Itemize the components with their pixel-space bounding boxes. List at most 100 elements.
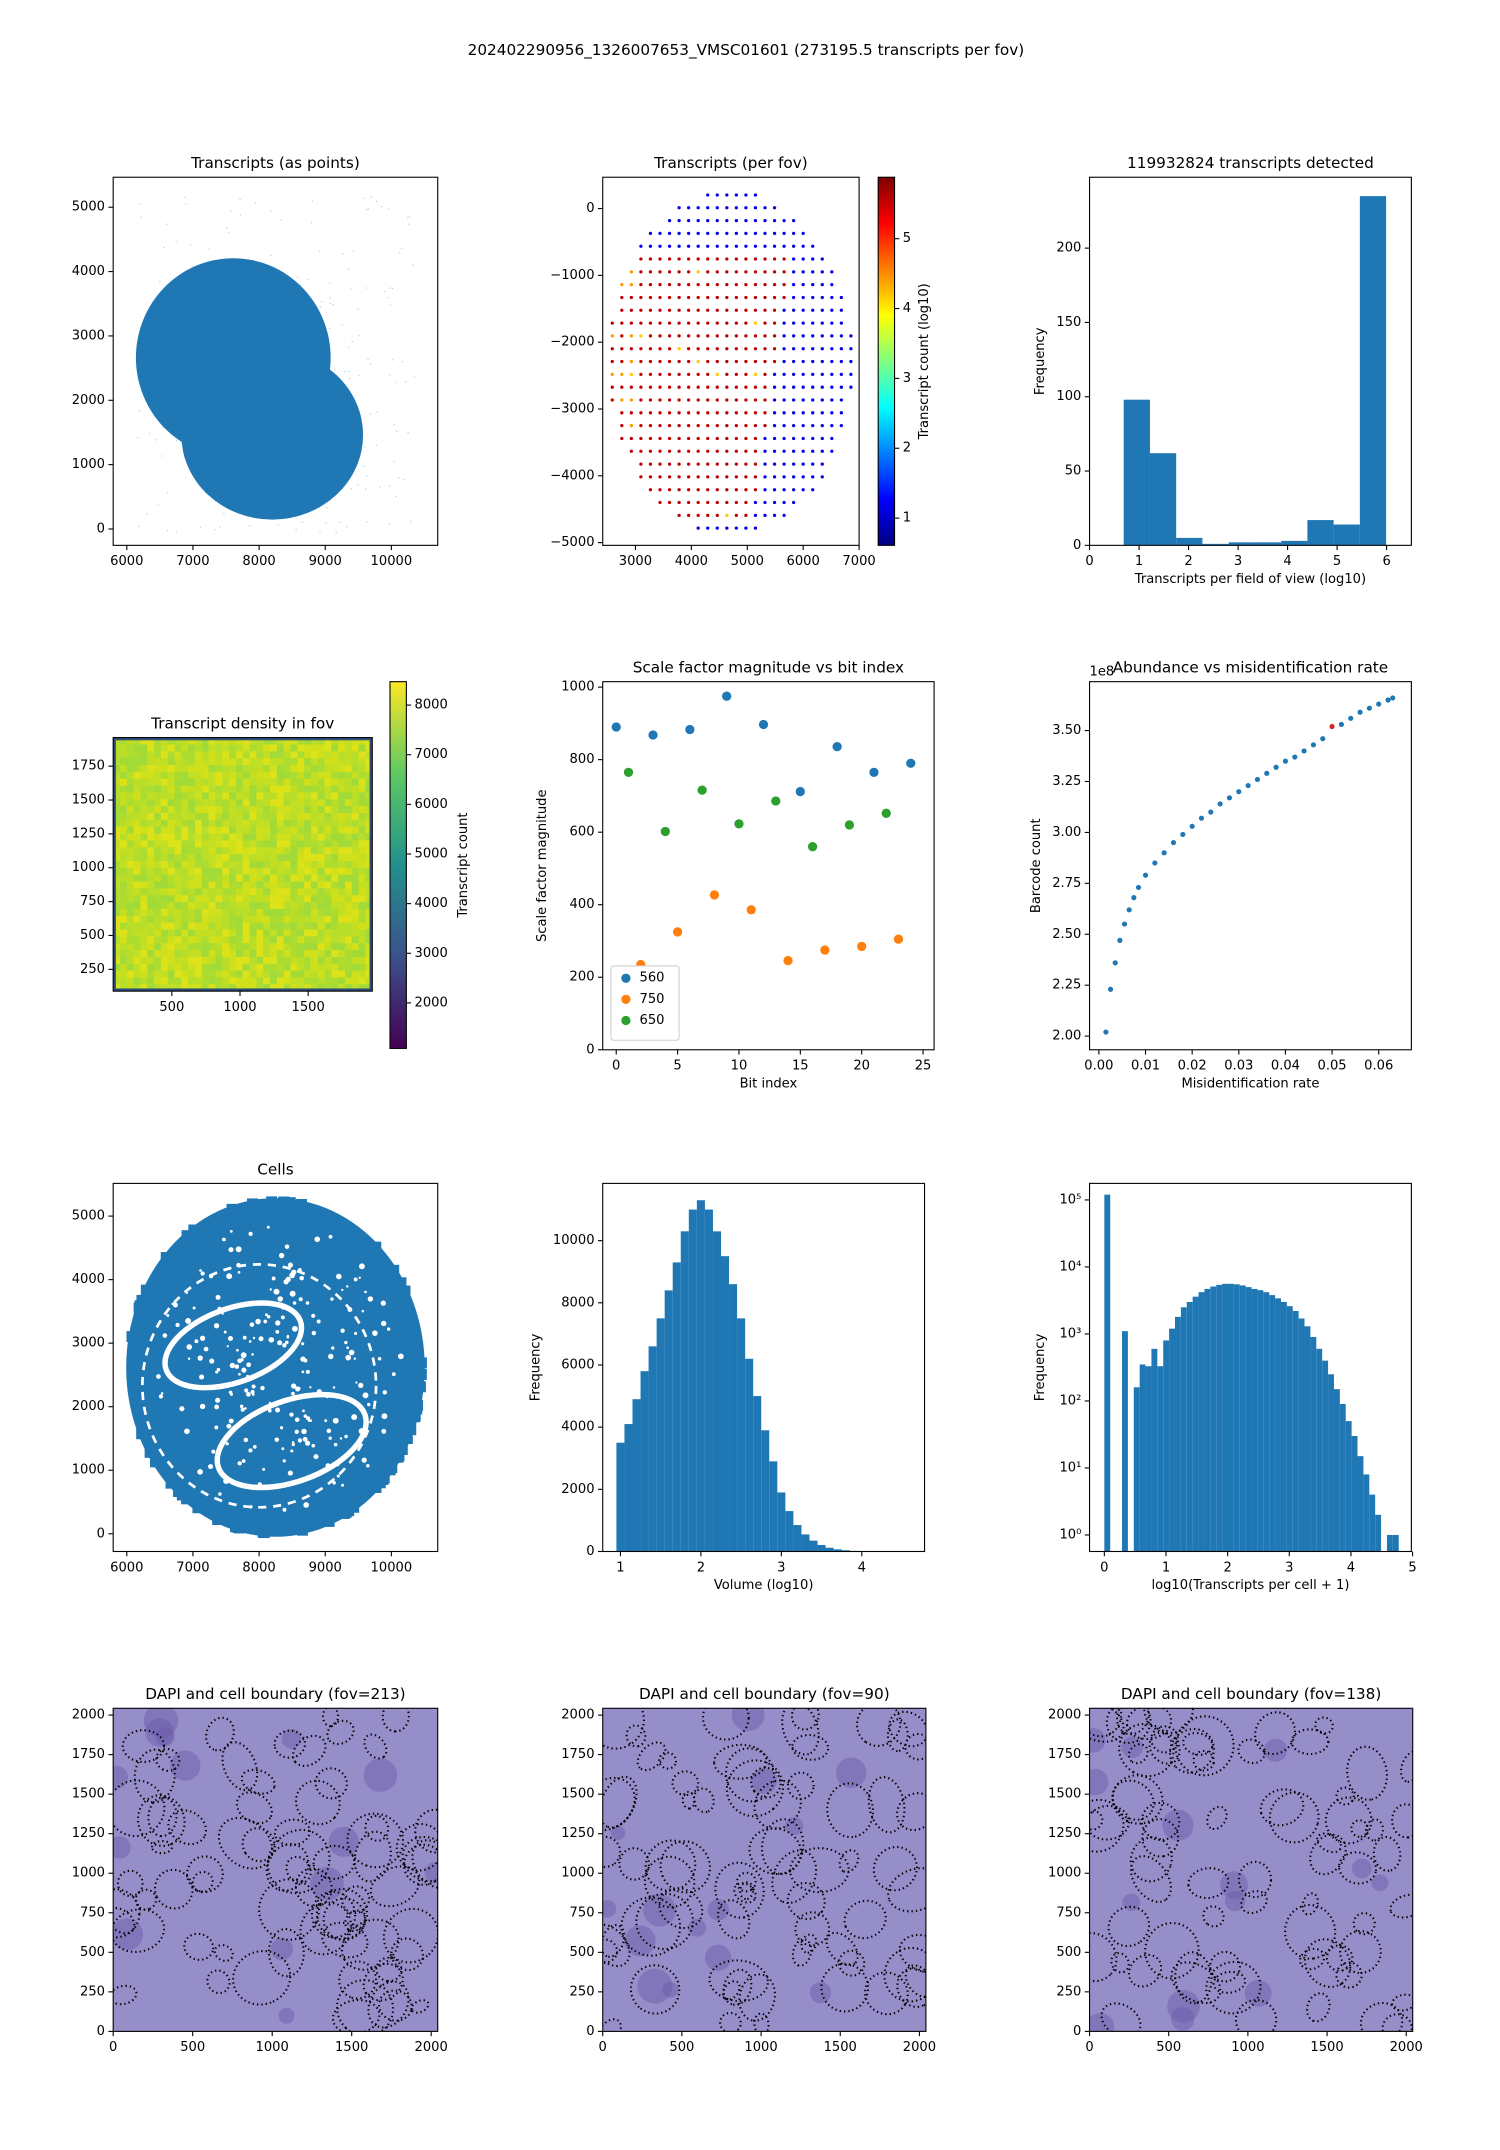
density-cell	[297, 881, 305, 889]
y-tick-label: 50	[1065, 464, 1082, 479]
density-cell	[263, 950, 271, 958]
density-cell	[147, 854, 155, 862]
density-cell	[120, 867, 128, 876]
cell-boundary	[1110, 1952, 1130, 1974]
fov-point	[734, 475, 738, 479]
x-tick-label: 2	[697, 1560, 705, 1575]
gap	[162, 1333, 168, 1338]
density-cell	[167, 956, 175, 965]
density-cell	[235, 771, 244, 780]
density-cell	[133, 737, 141, 745]
fov-point	[830, 347, 834, 351]
density-cell	[195, 758, 203, 766]
density-cell	[242, 799, 250, 807]
density-cell	[263, 860, 271, 869]
density-cell	[201, 956, 210, 965]
density-cell	[181, 943, 189, 951]
fov-point	[811, 372, 815, 377]
bar	[1227, 1283, 1234, 1552]
x-tick-label: 2000	[903, 2040, 936, 2055]
fov-point	[639, 321, 643, 325]
density-cell	[310, 840, 319, 848]
density-cell	[338, 970, 346, 978]
density-cell	[331, 929, 339, 937]
fov-point	[725, 308, 729, 312]
fov-point	[801, 475, 805, 479]
density-cell	[324, 915, 332, 924]
nucleus	[751, 1767, 778, 1794]
sparse-point	[184, 203, 187, 206]
density-cell	[126, 764, 135, 773]
fov-point	[763, 488, 767, 492]
bar	[785, 1511, 794, 1552]
density-cell	[358, 785, 366, 793]
fov-point	[658, 398, 662, 402]
density-cell	[181, 908, 189, 917]
y-tick-label: 1750	[1048, 1747, 1081, 1762]
density-cell	[263, 902, 271, 910]
cell-edge	[378, 1472, 390, 1484]
density-cell	[120, 936, 128, 944]
density-cell	[154, 778, 162, 786]
density-cell	[338, 936, 346, 944]
point	[1338, 721, 1344, 728]
density-cell	[126, 819, 135, 828]
density-cell	[167, 847, 175, 855]
bar	[1280, 1301, 1287, 1552]
density-cell	[304, 929, 312, 937]
density-cell	[160, 764, 169, 773]
fov-point	[801, 257, 805, 261]
sparse-point	[346, 525, 348, 528]
fov-point	[629, 308, 633, 312]
fov-point	[753, 295, 758, 300]
fov-point	[830, 270, 834, 274]
density-cell	[229, 888, 237, 896]
density-cell	[235, 977, 244, 985]
gap	[282, 1343, 287, 1348]
y-tick-label: 250	[80, 1984, 105, 1999]
gap	[141, 1263, 378, 1509]
gap	[328, 1353, 334, 1360]
density-cell	[324, 744, 332, 752]
density-cell	[188, 847, 196, 855]
fov-point	[658, 385, 662, 389]
density-cell	[290, 874, 298, 882]
density-cell	[181, 778, 189, 786]
density-cell	[256, 963, 264, 972]
cell-boundary	[820, 1962, 870, 2013]
gap	[290, 1383, 297, 1389]
density-cell	[317, 819, 325, 828]
fov-point	[677, 359, 681, 364]
fov-point	[639, 411, 643, 415]
density-cell	[297, 737, 305, 745]
density-cell	[297, 840, 305, 848]
sparse-point	[366, 209, 368, 211]
cell-boundary	[1303, 1938, 1352, 1988]
fov-point	[696, 372, 700, 377]
density-cell	[256, 915, 264, 924]
density-cell	[120, 956, 128, 965]
density-cell	[304, 833, 312, 841]
density-cell	[147, 792, 155, 800]
density-cell	[263, 778, 271, 786]
density-cell	[345, 758, 353, 766]
sparse-point	[387, 297, 389, 299]
point	[844, 820, 855, 830]
y-tick-label: 10³	[1059, 1326, 1081, 1341]
density-cell	[147, 751, 155, 759]
fov-point	[667, 283, 672, 287]
point	[1245, 782, 1251, 789]
density-cell	[270, 950, 278, 958]
density-cell	[188, 970, 196, 978]
density-cell	[365, 970, 373, 978]
cell-boundary	[791, 1733, 830, 1761]
cell-boundary	[1089, 1708, 1123, 1738]
density-cell	[154, 847, 162, 855]
cell-boundary	[643, 1855, 696, 1909]
density-cell	[215, 881, 223, 889]
density-cell	[338, 806, 346, 814]
bar	[1286, 1306, 1293, 1552]
cell-boundary	[738, 1973, 776, 2022]
fov-point	[830, 411, 834, 415]
